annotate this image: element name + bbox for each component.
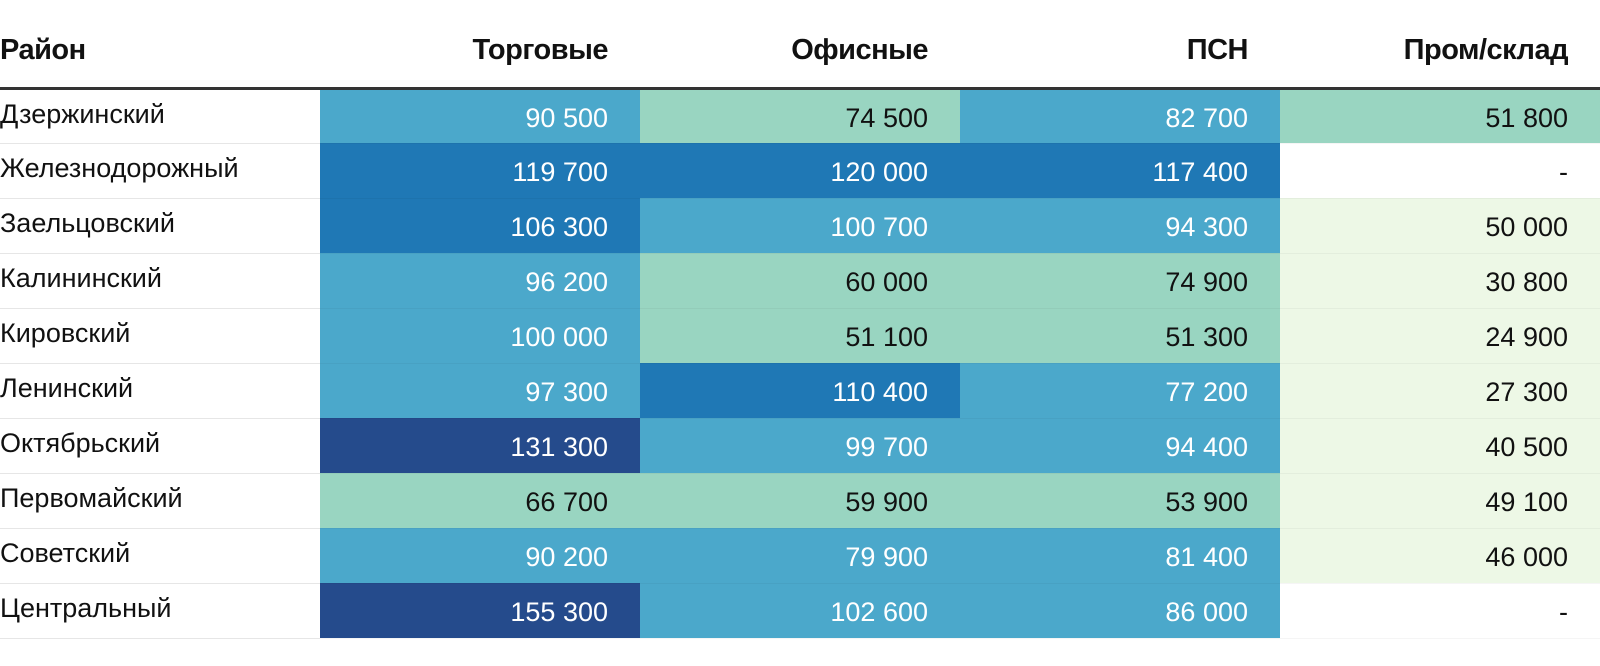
value-cell-psn: 51 300 (960, 308, 1280, 364)
value-cell-psn: 94 300 (960, 198, 1280, 254)
column-header-retail[interactable]: Торговые (320, 0, 640, 90)
value-cell-industrial: - (1280, 143, 1600, 199)
value-cell-office: 51 100 (640, 308, 960, 364)
district-name-cell: Центральный (0, 583, 320, 639)
table-row: Кировский 100 000 51 100 51 300 24 900 (0, 308, 1600, 364)
value-cell-psn: 77 200 (960, 363, 1280, 419)
value-cell-office: 100 700 (640, 198, 960, 254)
value-cell-retail: 97 300 (320, 363, 640, 419)
table-row: Заельцовский 106 300 100 700 94 300 50 000 (0, 198, 1600, 254)
table-row: Дзержинский 90 500 74 500 82 700 51 800 (0, 88, 1600, 144)
value-cell-psn: 81 400 (960, 528, 1280, 584)
table-row: Первомайский 66 700 59 900 53 900 49 100 (0, 473, 1600, 529)
value-cell-psn: 117 400 (960, 143, 1280, 199)
value-cell-office: 74 500 (640, 88, 960, 144)
table-body: Дзержинский 90 500 74 500 82 700 51 800 Желез… (0, 88, 1600, 639)
value-cell-industrial: - (1280, 583, 1600, 639)
column-header-district[interactable]: Район (0, 0, 320, 90)
value-cell-retail: 90 200 (320, 528, 640, 584)
value-cell-psn: 74 900 (960, 253, 1280, 309)
table-row: Советский 90 200 79 900 81 400 46 000 (0, 528, 1600, 584)
value-cell-office: 59 900 (640, 473, 960, 529)
table-row: Октябрьский 131 300 99 700 94 400 40 500 (0, 418, 1600, 474)
value-cell-retail: 119 700 (320, 143, 640, 199)
value-cell-retail: 90 500 (320, 88, 640, 144)
district-name-cell: Ленинский (0, 363, 320, 419)
district-name-cell: Первомайский (0, 473, 320, 529)
value-cell-retail: 66 700 (320, 473, 640, 529)
value-cell-industrial: 24 900 (1280, 308, 1600, 364)
value-cell-psn: 53 900 (960, 473, 1280, 529)
value-cell-office: 120 000 (640, 143, 960, 199)
value-cell-retail: 100 000 (320, 308, 640, 364)
value-cell-retail: 106 300 (320, 198, 640, 254)
value-cell-psn: 82 700 (960, 88, 1280, 144)
value-cell-office: 99 700 (640, 418, 960, 474)
value-cell-retail: 131 300 (320, 418, 640, 474)
table-row: Центральный 155 300 102 600 86 000- (0, 583, 1600, 639)
district-name-cell: Железнодорожный (0, 143, 320, 199)
value-cell-retail: 155 300 (320, 583, 640, 639)
value-cell-office: 102 600 (640, 583, 960, 639)
table-row: Железнодорожный 119 700 120 000 117 400- (0, 143, 1600, 199)
value-cell-industrial: 49 100 (1280, 473, 1600, 529)
value-cell-industrial: 50 000 (1280, 198, 1600, 254)
value-cell-office: 110 400 (640, 363, 960, 419)
value-cell-office: 79 900 (640, 528, 960, 584)
district-name-cell: Октябрьский (0, 418, 320, 474)
district-name-cell: Заельцовский (0, 198, 320, 254)
district-name-cell: Кировский (0, 308, 320, 364)
value-cell-office: 60 000 (640, 253, 960, 309)
heatmap-table-container: Район Торговые Офисные ПСН Пром/склад Дз… (0, 0, 1600, 639)
column-header-psn[interactable]: ПСН (960, 0, 1280, 90)
district-name-cell: Советский (0, 528, 320, 584)
value-cell-industrial: 27 300 (1280, 363, 1600, 419)
value-cell-psn: 86 000 (960, 583, 1280, 639)
district-name-cell: Дзержинский (0, 88, 320, 144)
district-name-cell: Калининский (0, 253, 320, 309)
value-cell-industrial: 30 800 (1280, 253, 1600, 309)
value-cell-industrial: 40 500 (1280, 418, 1600, 474)
column-header-office[interactable]: Офисные (640, 0, 960, 90)
table-row: Ленинский 97 300 110 400 77 200 27 300 (0, 363, 1600, 419)
column-header-industrial[interactable]: Пром/склад (1280, 0, 1600, 90)
value-cell-psn: 94 400 (960, 418, 1280, 474)
value-cell-industrial: 46 000 (1280, 528, 1600, 584)
value-cell-retail: 96 200 (320, 253, 640, 309)
table-row: Калининский 96 200 60 000 74 900 30 800 (0, 253, 1600, 309)
header-row: Район Торговые Офисные ПСН Пром/склад (0, 0, 1600, 90)
heatmap-table: Район Торговые Офисные ПСН Пром/склад Дз… (0, 0, 1600, 639)
table-header: Район Торговые Офисные ПСН Пром/склад (0, 0, 1600, 90)
value-cell-industrial: 51 800 (1280, 88, 1600, 144)
